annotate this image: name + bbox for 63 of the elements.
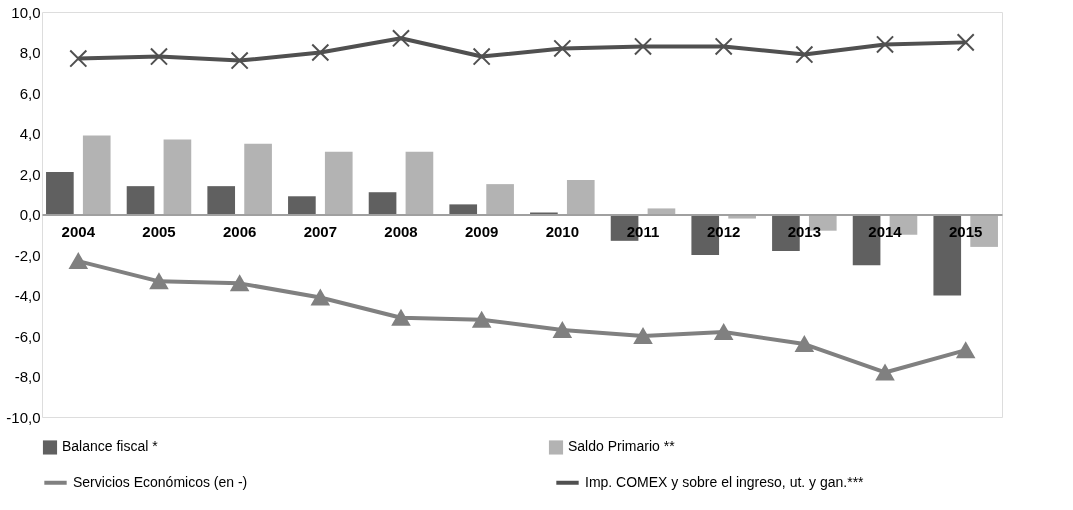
x-tick-label: 2006 <box>222 223 257 240</box>
legend-label: Servicios Económicos (en -) <box>73 473 248 490</box>
point <box>472 311 491 328</box>
bar <box>163 139 192 215</box>
point <box>391 29 411 48</box>
y-tick-label: -2,0 <box>14 246 41 264</box>
x-tick-label: 2004 <box>61 223 96 240</box>
y-tick-label: 8,0 <box>19 44 41 61</box>
point <box>633 328 653 344</box>
point <box>69 49 88 68</box>
point <box>311 43 330 62</box>
point <box>633 37 653 56</box>
y-tick-label: 6,0 <box>19 84 41 102</box>
bar <box>530 212 558 215</box>
point <box>875 364 895 381</box>
bar <box>486 184 514 215</box>
bar <box>126 186 155 215</box>
x-tick-label: 2005 <box>142 223 176 240</box>
point <box>956 342 975 359</box>
point <box>69 253 88 270</box>
point <box>230 275 249 292</box>
x-tick-label: 2010 <box>545 223 580 240</box>
bar <box>368 192 397 215</box>
bar <box>244 143 272 215</box>
point <box>149 47 169 66</box>
bar <box>449 204 478 215</box>
point <box>956 33 975 52</box>
point <box>795 45 814 64</box>
bar <box>405 151 434 215</box>
bar <box>82 135 111 215</box>
bar <box>324 151 353 215</box>
y-tick-label: 10,0 <box>11 3 41 21</box>
y-tick-label: 0,0 <box>19 206 41 223</box>
legend-label: Balance fiscal * <box>62 438 159 455</box>
point <box>714 323 733 340</box>
y-tick-label: -4,0 <box>14 287 41 304</box>
bar <box>46 171 74 215</box>
x-tick-label: 2014 <box>868 223 903 240</box>
y-tick-label: 2,0 <box>19 165 41 183</box>
y-tick-label: -10,0 <box>6 408 41 426</box>
legend-label: Imp. COMEX y sobre el ingreso, ut. y gan.*** <box>585 473 865 490</box>
x-tick-label: 2015 <box>949 223 983 240</box>
point <box>553 321 572 338</box>
point <box>230 51 249 70</box>
x-tick-label: 2008 <box>384 223 418 240</box>
x-tick-label: 2007 <box>303 223 338 240</box>
x-tick-label: 2009 <box>464 223 499 240</box>
point <box>149 273 169 290</box>
legend-label: Saldo Primario ** <box>568 438 676 455</box>
bar <box>207 186 236 215</box>
y-tick-label: 4,0 <box>19 125 41 142</box>
point <box>875 35 895 54</box>
y-tick-label: -6,0 <box>14 327 41 345</box>
point <box>714 37 733 56</box>
point <box>311 289 330 306</box>
point <box>472 47 491 66</box>
bar <box>288 196 316 215</box>
bar <box>566 180 595 215</box>
point <box>553 39 572 58</box>
y-tick-label: -8,0 <box>14 368 41 385</box>
point <box>795 336 814 353</box>
point <box>391 309 411 326</box>
bar <box>647 208 676 215</box>
